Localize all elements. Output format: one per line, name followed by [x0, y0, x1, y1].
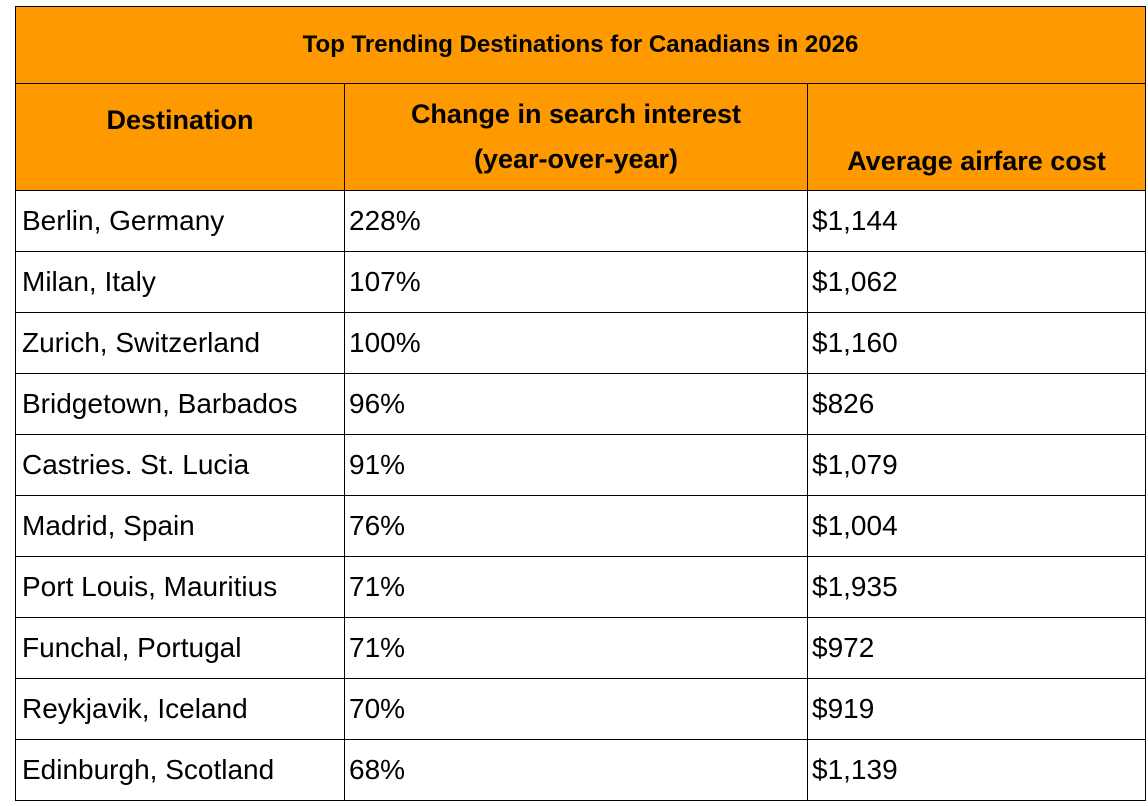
airfare-cell: $1,139 — [806, 739, 1147, 801]
destination-cell: Berlin, Germany — [15, 190, 345, 252]
airfare-cell: $1,079 — [806, 434, 1147, 496]
destinations-table: Top Trending Destinations for Canadians … — [14, 6, 1147, 801]
table-title: Top Trending Destinations for Canadians … — [14, 6, 1147, 84]
header-change-line2: (year-over-year) — [473, 144, 679, 174]
change-cell: 71% — [344, 617, 808, 679]
destination-cell: Milan, Italy — [15, 251, 345, 313]
table-row: Bridgetown, Barbados 96% $826 — [15, 373, 1147, 435]
destination-cell: Madrid, Spain — [15, 495, 345, 557]
header-change-in-search-interest: Change in search interest (year-over-yea… — [344, 83, 808, 191]
destination-cell: Funchal, Portugal — [15, 617, 345, 679]
airfare-cell: $1,144 — [806, 190, 1147, 252]
table-row: Zurich, Switzerland 100% $1,160 — [15, 312, 1147, 374]
table-row: Madrid, Spain 76% $1,004 — [15, 495, 1147, 557]
destination-cell: Bridgetown, Barbados — [15, 373, 345, 435]
change-cell: 96% — [344, 373, 808, 435]
header-change-line1: Change in search interest — [410, 99, 742, 129]
table-row: Berlin, Germany 228% $1,144 — [15, 190, 1147, 252]
title-row: Top Trending Destinations for Canadians … — [14, 6, 1147, 84]
airfare-cell: $1,062 — [806, 251, 1147, 313]
table-row: Castries. St. Lucia 91% $1,079 — [15, 434, 1147, 496]
airfare-cell: $1,160 — [806, 312, 1147, 374]
airfare-cell: $1,004 — [806, 495, 1147, 557]
change-cell: 100% — [344, 312, 808, 374]
change-cell: 91% — [344, 434, 808, 496]
header-row: Destination Change in search interest (y… — [15, 83, 1147, 191]
change-cell: 71% — [344, 556, 808, 618]
change-cell: 76% — [344, 495, 808, 557]
change-cell: 107% — [344, 251, 808, 313]
header-average-airfare-cost: Average airfare cost — [806, 83, 1147, 191]
table-row: Milan, Italy 107% $1,062 — [15, 251, 1147, 313]
change-cell: 228% — [344, 190, 808, 252]
table-body: Berlin, Germany 228% $1,144 Milan, Italy 107… — [15, 190, 1147, 801]
table-row: Reykjavik, Iceland 70% $919 — [15, 678, 1147, 740]
airfare-cell: $826 — [806, 373, 1147, 435]
airfare-cell: $972 — [806, 617, 1147, 679]
change-cell: 68% — [344, 739, 808, 801]
table-row: Port Louis, Mauritius 71% $1,935 — [15, 556, 1147, 618]
destination-cell: Castries. St. Lucia — [15, 434, 345, 496]
destination-cell: Edinburgh, Scotland — [15, 739, 345, 801]
airfare-cell: $1,935 — [806, 556, 1147, 618]
destination-cell: Port Louis, Mauritius — [15, 556, 345, 618]
airfare-cell: $919 — [806, 678, 1147, 740]
destination-cell: Zurich, Switzerland — [15, 312, 345, 374]
header-destination: Destination — [15, 83, 345, 191]
table-row: Edinburgh, Scotland 68% $1,139 — [15, 739, 1147, 801]
change-cell: 70% — [344, 678, 808, 740]
destination-cell: Reykjavik, Iceland — [15, 678, 345, 740]
table-row: Funchal, Portugal 71% $972 — [15, 617, 1147, 679]
